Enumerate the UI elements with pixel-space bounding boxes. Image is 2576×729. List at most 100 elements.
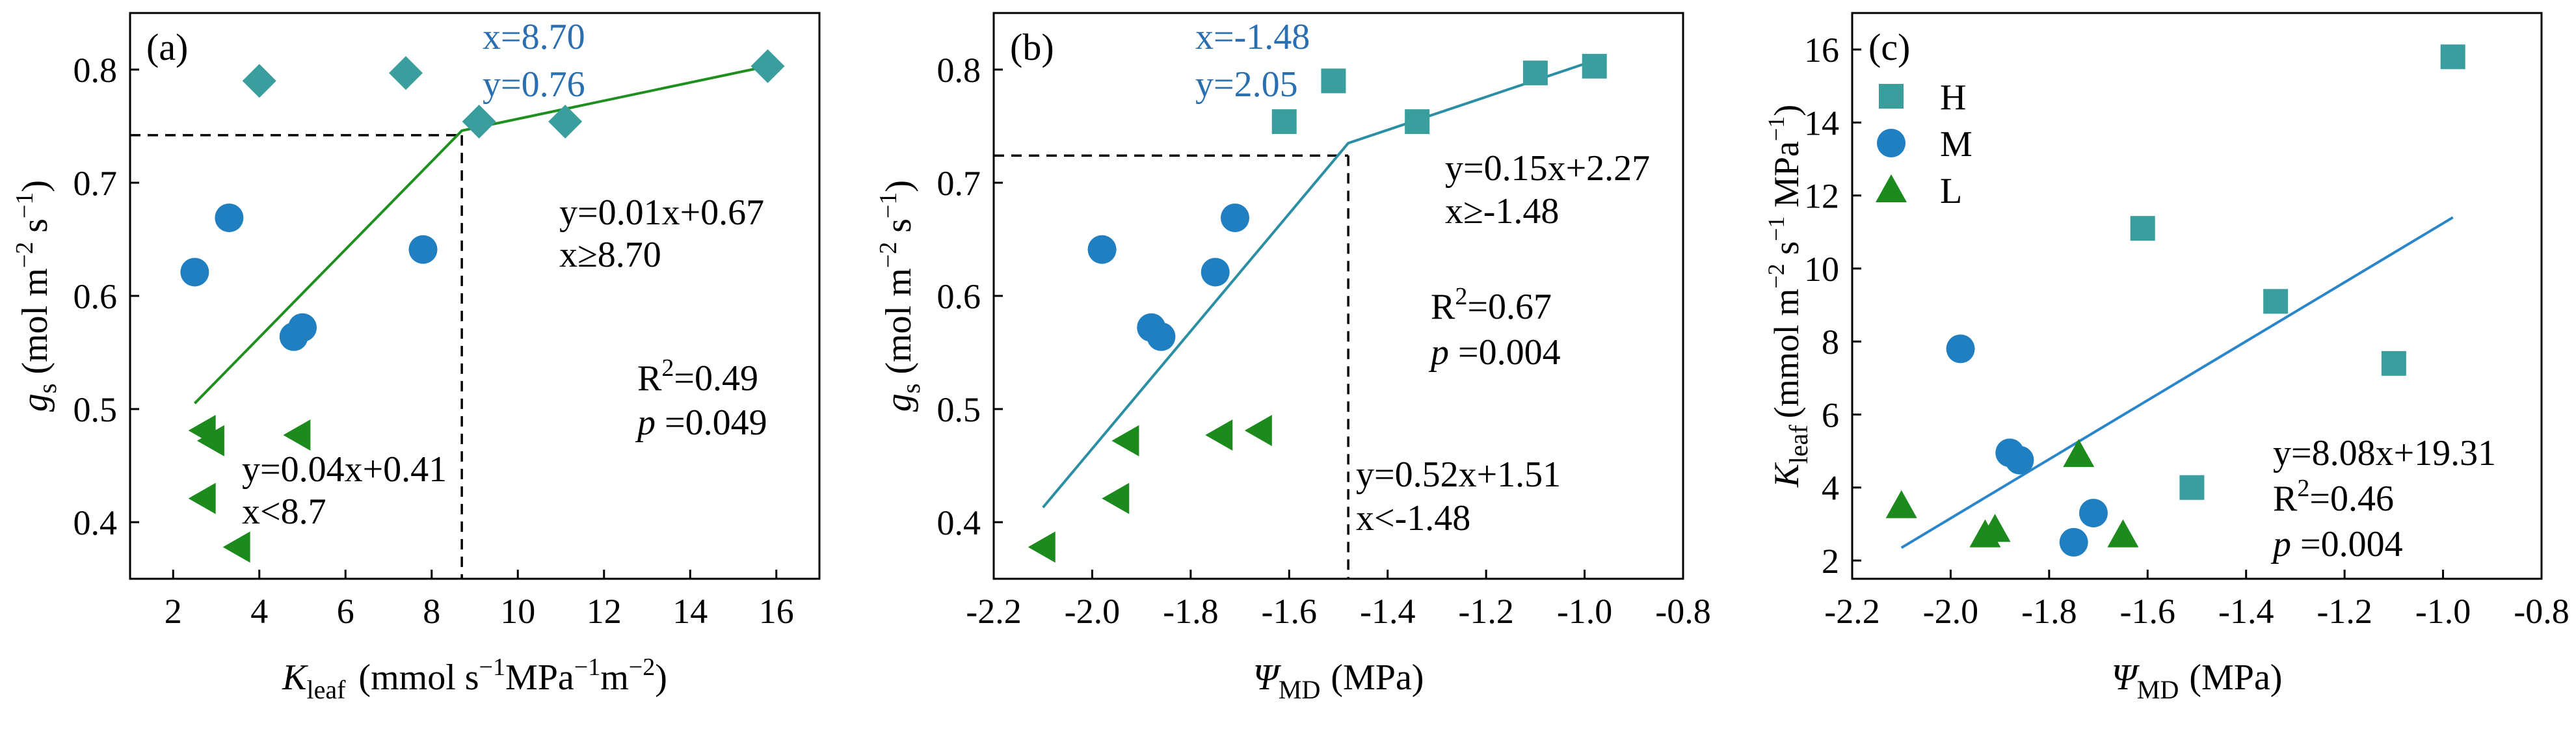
breakpoint-x-label: x=-1.48 <box>1195 17 1310 57</box>
y-tick-label: 6 <box>1822 395 1839 434</box>
r2-prefix: R <box>2273 479 2298 519</box>
r2-prefix: R <box>1431 287 1455 327</box>
y-tick-label: 0.7 <box>937 164 981 203</box>
data-point-m <box>2059 527 2088 557</box>
x-tick-label: 14 <box>672 592 708 631</box>
data-point-l <box>196 425 224 457</box>
y-tick-label: 2 <box>1822 542 1839 581</box>
p-value: p =0.004 <box>2270 524 2403 564</box>
data-point-h <box>1582 53 1607 79</box>
legend-marker-m <box>1877 129 1905 157</box>
plot-frame <box>992 12 1684 580</box>
p-symbol: p <box>2270 524 2291 564</box>
y-axis-label: gs(mol m−2 s−1) <box>875 180 925 412</box>
x-label-unit: (mmol s <box>358 657 479 698</box>
y-label-exp2: −1 <box>875 192 902 219</box>
x-tick-label: -2.0 <box>1065 592 1120 631</box>
r-squared: R2=0.46 <box>2273 475 2394 519</box>
y-tick-label: 0.5 <box>937 390 981 429</box>
r2-exp: 2 <box>2297 475 2309 502</box>
breakpoint-guides <box>994 154 1349 579</box>
fit-line <box>1042 59 1595 509</box>
r2-exp: 2 <box>661 354 674 382</box>
data-point-m <box>1946 334 1975 364</box>
x-tick-label: -1.6 <box>1262 592 1317 631</box>
x-tick-label: 6 <box>337 592 354 631</box>
breakpoint-x-label: x=8.70 <box>483 17 585 57</box>
panel-b: -2.2 -2.0 -1.8 -1.6 -1.4 -1.2 -1.0 -0.8 0.4 0.5 0.… <box>875 12 1711 704</box>
y-label-main: g <box>15 393 55 412</box>
r2-value: =0.67 <box>1467 287 1552 327</box>
x-label-exp2: −1 <box>574 654 600 681</box>
data-point-h <box>1405 109 1430 135</box>
data-point-h <box>389 56 423 90</box>
y-label-unit: (mol m <box>15 268 55 374</box>
y-label-mid: s <box>879 219 919 242</box>
data-points <box>180 49 785 563</box>
fit-lines <box>1042 59 1595 509</box>
r-squared: R2=0.49 <box>637 354 758 399</box>
y-tick-label: 0.5 <box>73 390 118 429</box>
x-tick-label: -2.2 <box>966 592 1021 631</box>
p-number: =0.004 <box>1449 332 1561 373</box>
y-label-end: ) <box>15 180 55 192</box>
y-label-end: ) <box>1767 105 1806 116</box>
legend-marker-l <box>1876 174 1907 202</box>
data-point-h <box>750 49 785 83</box>
x-tick-label: 4 <box>250 592 268 631</box>
legend-label-h: H <box>1940 77 1966 118</box>
data-point-l <box>222 531 250 563</box>
data-point-m <box>215 203 244 232</box>
y-label-end: ) <box>879 180 919 192</box>
x-tick-label: -0.8 <box>1655 592 1710 631</box>
x-tick-label: -1.2 <box>2317 592 2372 631</box>
legend: HML <box>1876 77 1972 211</box>
fit-lines <box>193 64 768 404</box>
data-point-l <box>1028 531 1056 563</box>
data-point-h <box>242 64 276 98</box>
x-tick-label: -1.0 <box>2415 592 2471 631</box>
r2-value: =0.49 <box>674 358 758 399</box>
x-label-main: Ψ <box>1253 657 1282 698</box>
y-label-main: g <box>879 393 919 412</box>
x-label-exp1: −1 <box>479 654 505 681</box>
data-point-h <box>548 105 583 139</box>
equation-right: y=0.01x+0.67 <box>559 192 764 233</box>
data-point-h <box>1321 68 1346 94</box>
y-tick-label: 12 <box>1804 177 1839 216</box>
x-label-sub: MD <box>2137 675 2179 704</box>
data-points <box>1885 44 2465 557</box>
y-tick-label: 0.4 <box>937 503 981 542</box>
y-label-unit: (mol m <box>879 268 919 374</box>
x-tick-label: -1.4 <box>1360 592 1415 631</box>
legend-label-m: M <box>1940 124 1972 165</box>
axis-ticks: -2.2 -2.0 -1.8 -1.6 -1.4 -1.2 -1.0 -0.8 2 4 6 8 10 12… <box>1804 31 2569 631</box>
data-point-l <box>1979 514 2011 542</box>
panel-label: (b) <box>1010 26 1054 68</box>
plot-frame <box>1851 12 2543 580</box>
panel-c: -2.2 -2.0 -1.8 -1.6 -1.4 -1.2 -1.0 -0.8 2 4 6 8 10 12… <box>1763 12 2569 704</box>
x-tick-label: -1.0 <box>1557 592 1612 631</box>
fit-line <box>193 64 768 404</box>
data-point-m <box>2079 498 2108 527</box>
x-tick-label: -2.0 <box>1923 592 1978 631</box>
y-label-sub: s <box>33 384 62 394</box>
equation: y=8.08x+19.31 <box>2273 433 2496 473</box>
y-tick-label: 0.4 <box>73 503 118 542</box>
p-symbol: p <box>1428 332 1449 373</box>
fit-line <box>1900 216 2454 550</box>
data-point-h <box>1522 60 1548 86</box>
data-point-h <box>2263 289 2289 314</box>
x-axis-label: Kleaf (mmol s−1MPa−1m−2) <box>282 654 667 704</box>
equation-left: y=0.52x+1.51 <box>1356 455 1561 495</box>
x-axis-label: ΨMD (MPa) <box>2112 657 2283 704</box>
data-points <box>1028 53 1607 563</box>
y-label-exp2: −1 <box>11 192 38 219</box>
x-label-main: K <box>282 657 308 698</box>
x-tick-label: 12 <box>587 592 622 631</box>
x-label-unit: (MPa) <box>1331 657 1424 698</box>
x-tick-label: 2 <box>165 592 182 631</box>
x-tick-label: 16 <box>759 592 794 631</box>
data-point-l <box>283 419 311 451</box>
